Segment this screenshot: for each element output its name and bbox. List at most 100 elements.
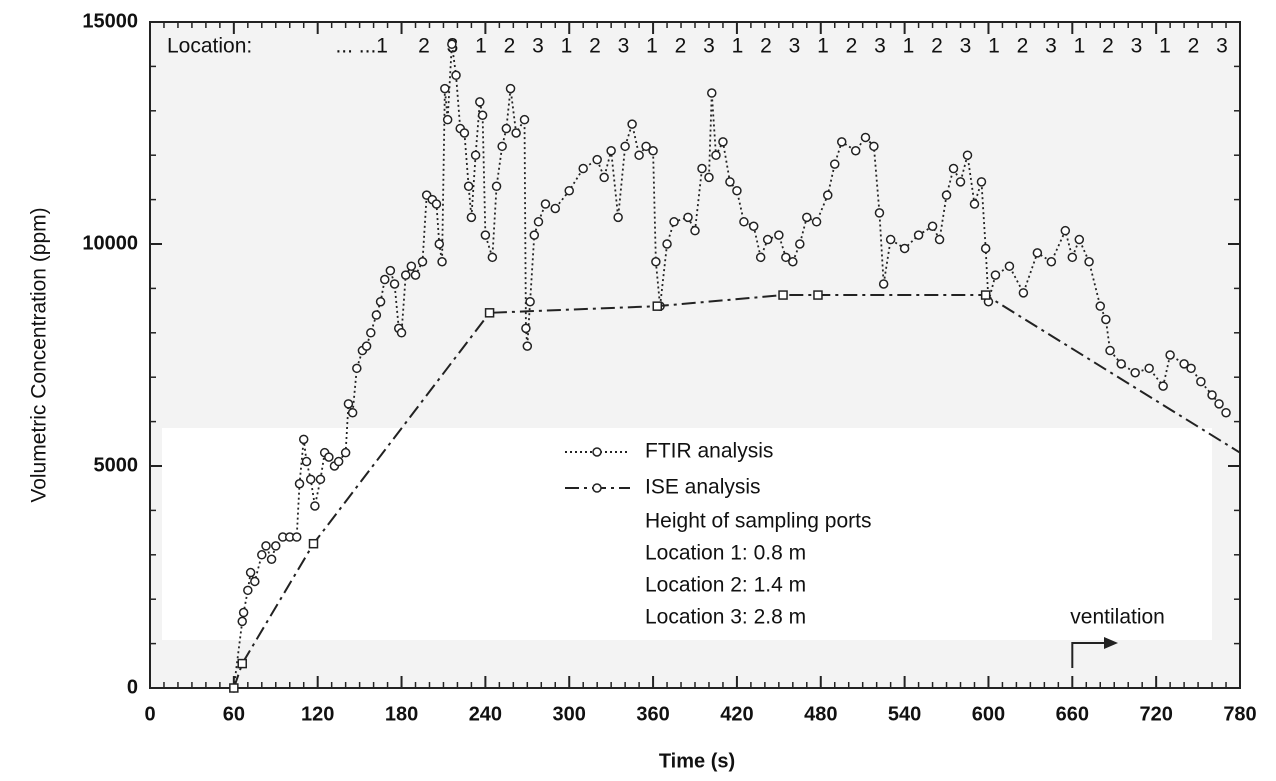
data-marker <box>648 146 658 156</box>
data-marker <box>564 185 574 196</box>
data-marker <box>1196 376 1206 387</box>
data-marker <box>788 257 798 267</box>
data-marker <box>463 181 474 192</box>
location-label: 3 <box>1045 35 1057 58</box>
data-marker <box>878 279 889 289</box>
data-marker <box>707 88 717 98</box>
data-marker <box>962 150 973 160</box>
data-marker <box>885 234 896 245</box>
location-label: 2 <box>418 35 430 58</box>
location-label: 3 <box>618 35 630 58</box>
data-marker <box>690 225 700 236</box>
data-marker <box>1179 359 1189 369</box>
data-marker <box>366 328 376 338</box>
location-label: 2 <box>1188 35 1200 58</box>
data-marker <box>521 323 531 334</box>
data-marker <box>519 114 530 125</box>
data-marker <box>913 230 924 240</box>
data-marker <box>976 177 987 187</box>
data-marker <box>778 290 788 300</box>
data-marker <box>711 150 721 160</box>
location-label: 1 <box>1074 35 1086 58</box>
data-marker <box>477 110 488 120</box>
x-tick-label: 420 <box>720 703 753 725</box>
data-marker <box>298 434 309 445</box>
legend-note: Location 3: 2.8 m <box>645 606 806 629</box>
x-tick-label: 180 <box>385 703 418 725</box>
data-marker <box>361 341 372 351</box>
x-tick-label: 60 <box>223 703 245 725</box>
data-marker <box>261 541 271 551</box>
data-marker <box>459 128 470 138</box>
data-marker <box>305 474 316 485</box>
data-marker <box>813 290 823 300</box>
data-marker <box>1221 407 1231 418</box>
data-marker <box>229 683 239 693</box>
x-tick-label: 600 <box>972 703 1005 725</box>
x-tick-label: 480 <box>804 703 837 725</box>
data-marker <box>271 541 281 551</box>
data-marker <box>431 199 442 209</box>
data-marker <box>245 567 256 578</box>
data-marker <box>385 265 396 276</box>
legend-label: FTIR analysis <box>645 440 773 463</box>
legend-glyph <box>592 483 602 493</box>
x-tick-label: 120 <box>301 703 334 725</box>
data-marker <box>669 217 679 227</box>
y-tick-label: 0 <box>127 676 138 698</box>
data-marker <box>652 301 663 311</box>
data-marker <box>437 257 447 267</box>
data-marker <box>1158 381 1168 391</box>
data-marker <box>651 257 661 267</box>
data-marker <box>487 252 498 263</box>
legend-note: Location 2: 1.4 m <box>645 574 806 597</box>
data-marker <box>1105 345 1115 356</box>
data-marker <box>1101 314 1111 325</box>
data-marker <box>641 141 651 152</box>
x-tick-label: 360 <box>636 703 669 725</box>
location-label: 1 <box>988 35 1000 58</box>
data-marker <box>1165 350 1175 360</box>
data-marker <box>315 474 326 485</box>
annotation-arrow <box>1071 642 1112 668</box>
data-marker <box>774 230 784 240</box>
location-label: 3 <box>960 35 972 58</box>
data-marker <box>294 479 305 489</box>
annotation-label: ventilation <box>1070 606 1165 629</box>
data-marker <box>396 328 407 338</box>
data-marker <box>333 456 344 467</box>
data-marker <box>525 296 535 307</box>
data-marker <box>1084 257 1094 267</box>
data-marker <box>540 199 551 209</box>
location-label: 1 <box>903 35 915 58</box>
y-axis-label: Volumetric Concentration (ppm) <box>28 207 51 502</box>
data-marker <box>440 83 450 94</box>
data-marker <box>529 230 540 240</box>
data-marker <box>291 532 302 542</box>
location-label: 1 <box>1159 35 1171 58</box>
location-label: 3 <box>1131 35 1143 58</box>
data-marker <box>400 270 411 280</box>
data-marker <box>990 270 1001 280</box>
data-marker <box>955 177 966 187</box>
x-tick-label: 240 <box>469 703 502 725</box>
x-tick-label: 780 <box>1223 703 1256 725</box>
data-marker <box>1214 399 1224 409</box>
location-label: 2 <box>1102 35 1114 58</box>
data-marker <box>836 137 847 147</box>
location-label: 2 <box>1017 35 1029 58</box>
data-marker <box>802 212 812 223</box>
data-marker <box>927 221 938 231</box>
data-marker <box>578 163 588 174</box>
data-marker <box>550 203 561 214</box>
data-marker <box>522 341 533 351</box>
data-marker <box>1095 301 1106 311</box>
data-marker <box>1186 363 1196 374</box>
data-marker <box>484 308 495 318</box>
location-label: 2 <box>846 35 858 58</box>
data-marker <box>505 83 516 94</box>
data-marker <box>497 141 507 152</box>
data-marker <box>683 212 693 223</box>
data-marker <box>340 447 351 458</box>
